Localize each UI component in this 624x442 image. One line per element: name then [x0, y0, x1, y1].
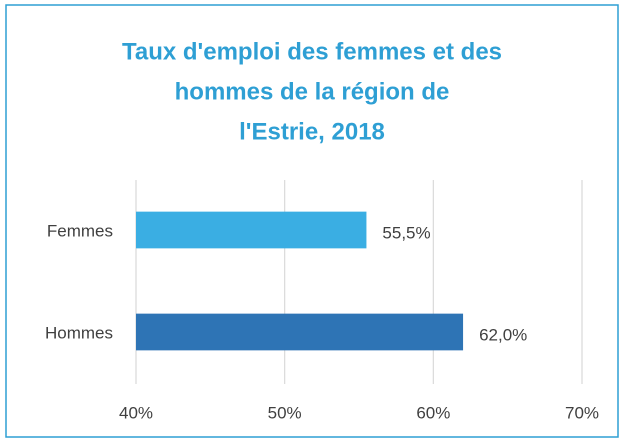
data-label: 55,5%	[382, 223, 430, 242]
x-tick-label: 40%	[119, 403, 153, 422]
data-label: 62,0%	[479, 325, 527, 344]
y-tick-label: Hommes	[45, 323, 113, 342]
x-tick-label: 70%	[565, 403, 599, 422]
chart-title: hommes de la région de	[175, 78, 450, 105]
y-tick-label: Femmes	[47, 221, 113, 240]
chart-title: l'Estrie, 2018	[239, 118, 385, 145]
bar	[136, 313, 464, 351]
bar	[136, 211, 367, 249]
x-tick-label: 50%	[268, 403, 302, 422]
x-tick-label: 60%	[416, 403, 450, 422]
chart-title: Taux d'emploi des femmes et des	[122, 38, 502, 65]
